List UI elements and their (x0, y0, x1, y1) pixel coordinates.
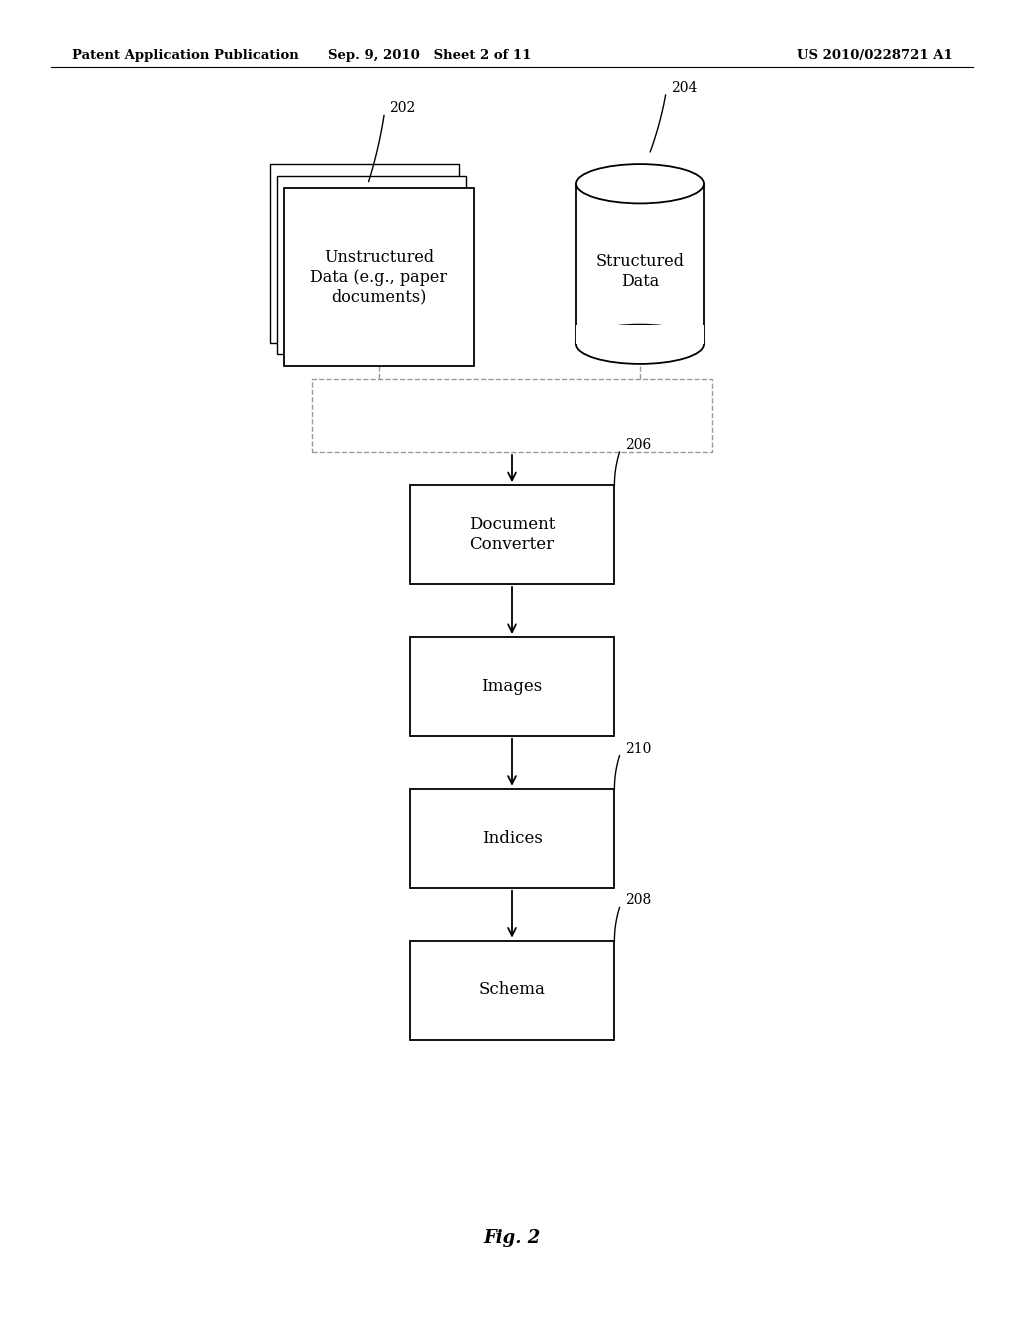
Text: Structured
Data: Structured Data (596, 253, 684, 290)
Text: Unstructured
Data (e.g., paper
documents): Unstructured Data (e.g., paper documents… (310, 249, 447, 305)
Text: 208: 208 (625, 894, 651, 908)
Bar (312, 379, 712, 451)
Text: 202: 202 (389, 102, 416, 115)
Bar (410, 788, 614, 887)
Text: Fig. 2: Fig. 2 (483, 1229, 541, 1247)
Bar (284, 187, 473, 366)
Bar (410, 940, 614, 1040)
Bar (410, 486, 614, 583)
Text: Sep. 9, 2010   Sheet 2 of 11: Sep. 9, 2010 Sheet 2 of 11 (329, 49, 531, 62)
Text: 204: 204 (671, 81, 697, 95)
Bar (276, 177, 466, 354)
Bar (410, 638, 614, 737)
Text: 206: 206 (625, 438, 651, 451)
Bar (575, 325, 705, 345)
Bar (269, 164, 459, 342)
Text: Patent Application Publication: Patent Application Publication (72, 49, 298, 62)
Ellipse shape (575, 164, 705, 203)
Bar (575, 183, 705, 345)
Ellipse shape (575, 325, 705, 364)
Text: Images: Images (481, 678, 543, 694)
Text: US 2010/0228721 A1: US 2010/0228721 A1 (797, 49, 952, 62)
Text: Schema: Schema (478, 982, 546, 998)
Text: Indices: Indices (481, 830, 543, 846)
Text: 210: 210 (625, 742, 651, 755)
Text: Document
Converter: Document Converter (469, 516, 555, 553)
